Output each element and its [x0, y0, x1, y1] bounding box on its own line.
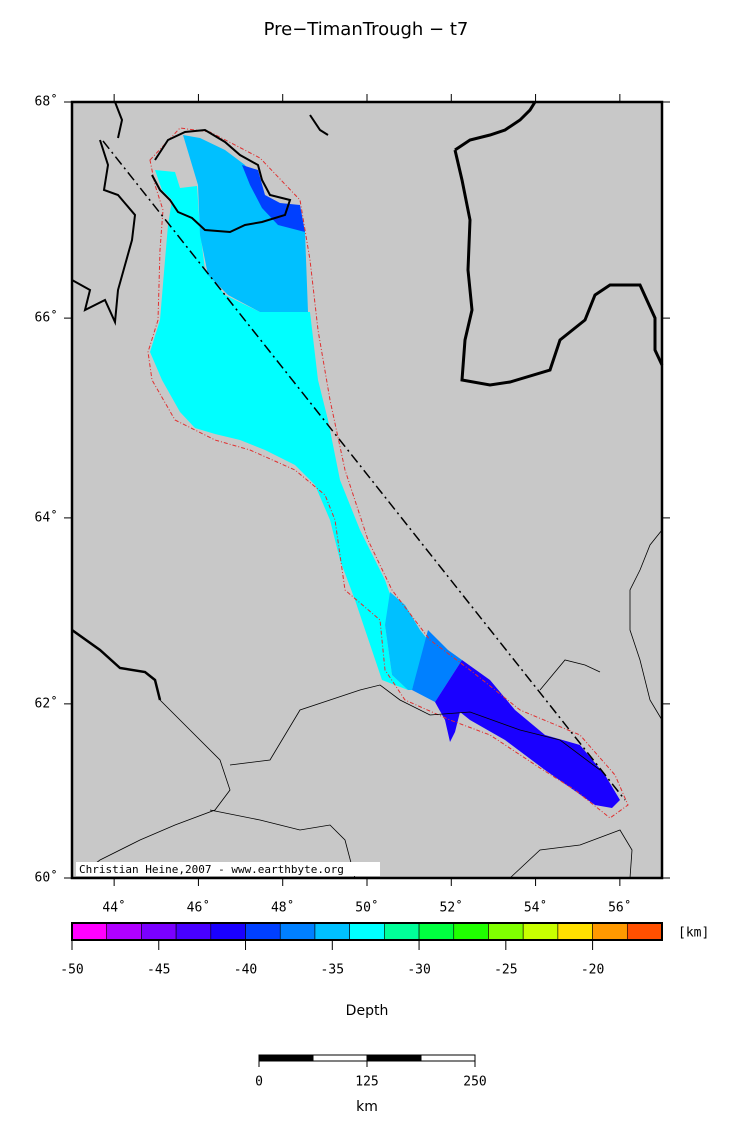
scalebar-segment: [420, 1054, 476, 1062]
outline: [147, 127, 629, 819]
lon-label: 52˚: [440, 900, 463, 916]
scalebar-segment: [366, 1054, 422, 1062]
lon-label: 46˚: [187, 900, 210, 916]
colorbar-tick-label: -30: [407, 963, 430, 978]
lat-label: 60˚: [35, 870, 58, 886]
colorbar-swatch: [210, 922, 246, 941]
colorbar-tick-label: -35: [321, 963, 344, 978]
colorbar-swatch: [557, 922, 593, 941]
depth-region: [242, 165, 305, 232]
lon-label: 54˚: [524, 900, 547, 916]
title: Pre−TimanTrough − t7: [264, 19, 469, 40]
colorbar-swatch: [71, 922, 108, 941]
colorbar-tick-label: -50: [60, 963, 83, 978]
lon-label: 50˚: [355, 900, 378, 916]
coastlines: [71, 101, 664, 879]
colorbar-swatch: [245, 922, 281, 941]
colorbar-tick-label: -20: [581, 963, 604, 978]
lon-label: 56˚: [608, 900, 631, 916]
colorbar-tick-label: -40: [234, 963, 257, 978]
colorbar-swatch: [592, 922, 628, 941]
colorbar-frame: [71, 922, 663, 941]
scalebar-segment: [312, 1054, 368, 1062]
lon-label: 44˚: [102, 900, 125, 916]
colorbar-tick-label: -25: [494, 963, 517, 978]
profile-line: [102, 140, 626, 801]
colorbar-swatch: [488, 922, 524, 941]
scalebar-segment: [258, 1054, 314, 1062]
lat-label: 62˚: [35, 695, 58, 711]
lon-label: 48˚: [271, 900, 294, 916]
colorbar: -50 -45 -40 -35 -30 -25 -20: [60, 922, 663, 978]
lat-label: 66˚: [35, 310, 58, 326]
colorbar-unit: [km]: [678, 926, 709, 941]
scalebar-tick-label: 250: [463, 1075, 486, 1090]
depth-region: [150, 170, 408, 690]
colorbar-swatch: [384, 922, 420, 941]
depth-region: [183, 135, 308, 312]
lat-label: 68˚: [35, 94, 58, 110]
scalebar-tick-label: 125: [355, 1075, 378, 1090]
depth-region: [412, 630, 462, 702]
depth-region: [435, 660, 620, 808]
regions: [150, 135, 620, 808]
credit: Christian Heine,2007 - www.earthbyte.org: [79, 863, 344, 876]
scalebar-tick-label: 0: [255, 1075, 263, 1090]
colorbar-tick-label: -45: [147, 963, 170, 978]
colorbar-label: Depth: [346, 1003, 389, 1019]
credit-box: [76, 862, 380, 876]
depth-region: [385, 592, 428, 690]
colorbar-swatch: [626, 922, 663, 941]
colorbar-swatch: [418, 922, 455, 941]
colorbar-swatch: [106, 922, 142, 941]
lat-label: 64˚: [35, 509, 58, 525]
scalebar-unit: km: [356, 1099, 378, 1115]
colorbar-swatch: [522, 922, 559, 941]
colorbar-swatch: [453, 922, 489, 941]
colorbar-swatch: [175, 922, 212, 941]
colorbar-swatch: [279, 922, 316, 941]
colorbar-swatch: [349, 922, 385, 941]
colorbar-swatch: [314, 922, 350, 941]
colorbar-swatch: [141, 922, 177, 941]
